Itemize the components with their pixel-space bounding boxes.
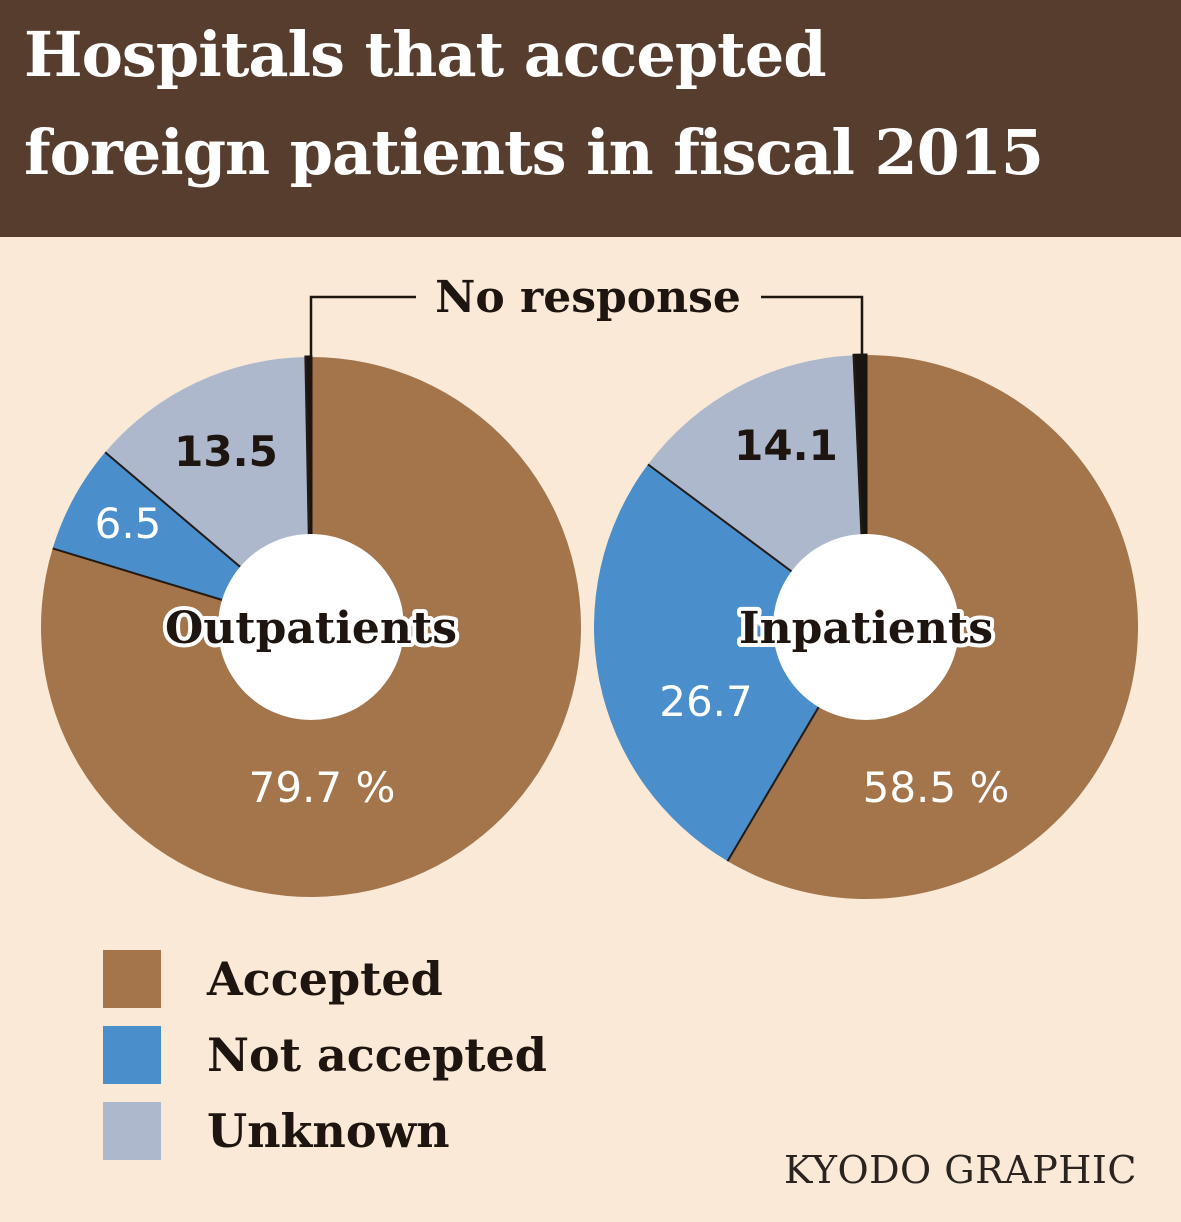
- chart-name-outpatients: Outpatients: [165, 603, 457, 654]
- chart-title-line-1: Hospitals that accepted: [24, 18, 827, 91]
- chart-title-line-2: foreign patients in fiscal 2015: [24, 116, 1044, 189]
- no-response-annotation: No response: [435, 272, 741, 323]
- donut-charts: Outpatients 79.7 % 6.513.5 Inpatients 58.5 %…: [40, 272, 1139, 899]
- source-credit: KYODO GRAPHIC: [783, 1148, 1137, 1192]
- legend-swatch-not-accepted: [103, 1026, 161, 1084]
- legend-label-not-accepted: Not accepted: [207, 1028, 547, 1082]
- no-response-leader-left: [309, 295, 416, 478]
- data-label-inpatients-accepted: 58.5 %: [863, 763, 1010, 812]
- donut-hole-inpatients: [773, 534, 959, 720]
- data-label-inpatients-not-accepted: 26.7: [659, 677, 753, 726]
- data-label-outpatients-not-accepted: 6.5: [95, 499, 162, 548]
- no-response-leader-right: [761, 295, 864, 362]
- title-banner: Hospitals that accepted foreign patients…: [0, 0, 1181, 237]
- chart-name-inpatients: Inpatients: [739, 603, 993, 654]
- legend-swatch-accepted: [103, 950, 161, 1008]
- data-label-outpatients-unknown: 13.5: [174, 427, 278, 476]
- data-label-inpatients-unknown: 14.1: [734, 421, 838, 470]
- slice-inpatients-not-accepted: [593, 464, 866, 862]
- legend-label-accepted: Accepted: [207, 952, 443, 1006]
- legend-swatch-unknown: [103, 1102, 161, 1160]
- data-label-outpatients-accepted: 79.7 %: [249, 763, 396, 812]
- legend-label-unknown: Unknown: [207, 1104, 450, 1158]
- donut-hole-outpatients: [218, 534, 404, 720]
